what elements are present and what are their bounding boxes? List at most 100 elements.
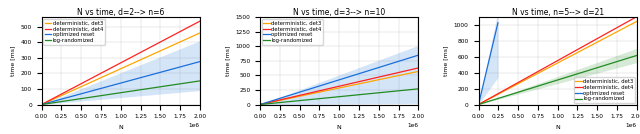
Line: log-randomized: log-randomized	[479, 55, 637, 105]
optimized reset	[476, 100, 483, 102]
optimized reset	[483, 67, 491, 69]
deterministic, det3	[256, 104, 264, 105]
optimized reset	[153, 72, 161, 74]
Line: deterministic, det3: deterministic, det3	[260, 71, 419, 105]
optimized reset	[492, 30, 500, 32]
optimized reset	[57, 98, 65, 100]
optimized reset	[481, 77, 489, 79]
log-randomized	[90, 96, 97, 98]
deterministic, det4	[371, 77, 378, 79]
optimized reset	[485, 60, 493, 62]
deterministic, det4	[90, 77, 97, 78]
optimized reset	[482, 74, 490, 75]
Line: deterministic, det3: deterministic, det3	[479, 21, 637, 105]
Line: deterministic, det4: deterministic, det4	[260, 68, 419, 105]
deterministic, det3	[100, 75, 108, 77]
deterministic, det4	[493, 93, 501, 95]
optimized reset	[487, 50, 495, 52]
deterministic, det3	[153, 52, 161, 53]
Legend: deterministic, det3, deterministic, det4, optimized reset, log-randomized: deterministic, det3, deterministic, det4…	[573, 77, 636, 103]
deterministic, det3	[308, 93, 316, 95]
X-axis label: N: N	[337, 125, 342, 130]
log-randomized	[308, 99, 316, 100]
optimized reset	[486, 55, 494, 57]
deterministic, det3	[356, 83, 364, 85]
optimized reset	[489, 44, 497, 45]
log-randomized	[538, 84, 545, 86]
deterministic, det3	[152, 52, 160, 54]
X-axis label: N: N	[118, 125, 123, 130]
log-randomized	[475, 104, 483, 105]
log-randomized	[574, 73, 582, 75]
deterministic, det3	[196, 32, 204, 34]
optimized reset	[493, 29, 500, 30]
log-randomized	[138, 89, 145, 90]
log-randomized	[319, 98, 326, 99]
deterministic, det4	[100, 71, 108, 72]
deterministic, det4	[475, 104, 483, 105]
optimized reset	[483, 70, 490, 72]
optimized reset	[484, 65, 492, 67]
log-randomized	[371, 92, 378, 94]
Line: log-randomized: log-randomized	[42, 81, 200, 105]
optimized reset	[371, 68, 378, 70]
Line: optimized reset: optimized reset	[260, 55, 419, 105]
optimized reset	[487, 52, 495, 54]
optimized reset	[319, 84, 326, 86]
deterministic, det3	[90, 80, 97, 82]
optimized reset	[490, 42, 497, 44]
optimized reset	[483, 69, 491, 70]
optimized reset	[493, 25, 501, 27]
log-randomized	[57, 101, 65, 103]
deterministic, det4	[356, 81, 364, 82]
log-randomized	[371, 92, 379, 94]
Line: deterministic, det4: deterministic, det4	[479, 17, 637, 105]
deterministic, det4	[526, 75, 534, 77]
deterministic, det4	[415, 67, 422, 69]
Line: deterministic, det4: deterministic, det4	[42, 21, 200, 105]
optimized reset	[477, 95, 484, 97]
deterministic, det3	[589, 44, 596, 45]
optimized reset	[493, 24, 501, 25]
optimized reset	[488, 49, 495, 50]
deterministic, det3	[574, 51, 582, 53]
log-randomized	[415, 88, 422, 90]
optimized reset	[479, 85, 486, 87]
optimized reset	[490, 40, 497, 42]
Line: optimized reset: optimized reset	[479, 23, 498, 105]
optimized reset	[493, 27, 500, 29]
deterministic, det3	[633, 21, 640, 22]
optimized reset	[485, 59, 493, 60]
deterministic, det3	[319, 91, 326, 92]
Y-axis label: time [ms]: time [ms]	[10, 46, 15, 76]
Y-axis label: time [ms]: time [ms]	[225, 46, 230, 76]
deterministic, det4	[57, 94, 65, 95]
optimized reset	[475, 104, 483, 105]
log-randomized	[275, 102, 283, 103]
deterministic, det4	[308, 92, 316, 93]
deterministic, det4	[196, 20, 204, 22]
deterministic, det4	[319, 89, 326, 91]
optimized reset	[482, 72, 490, 74]
log-randomized	[256, 104, 264, 105]
Line: optimized reset: optimized reset	[42, 62, 200, 105]
deterministic, det4	[538, 69, 545, 70]
optimized reset	[480, 82, 488, 84]
deterministic, det3	[493, 94, 501, 95]
optimized reset	[479, 87, 486, 89]
deterministic, det4	[371, 77, 379, 79]
deterministic, det4	[152, 44, 160, 45]
optimized reset	[490, 39, 498, 40]
optimized reset	[196, 61, 204, 62]
optimized reset	[476, 97, 484, 99]
optimized reset	[488, 45, 496, 47]
optimized reset	[481, 75, 489, 77]
log-randomized	[100, 94, 108, 96]
Legend: deterministic, det3, deterministic, det4, optimized reset, log-randomized: deterministic, det3, deterministic, det4…	[43, 19, 105, 44]
log-randomized	[356, 94, 364, 95]
deterministic, det3	[526, 77, 534, 78]
log-randomized	[38, 104, 45, 105]
log-randomized	[589, 68, 596, 70]
optimized reset	[492, 34, 499, 35]
deterministic, det4	[153, 43, 161, 45]
